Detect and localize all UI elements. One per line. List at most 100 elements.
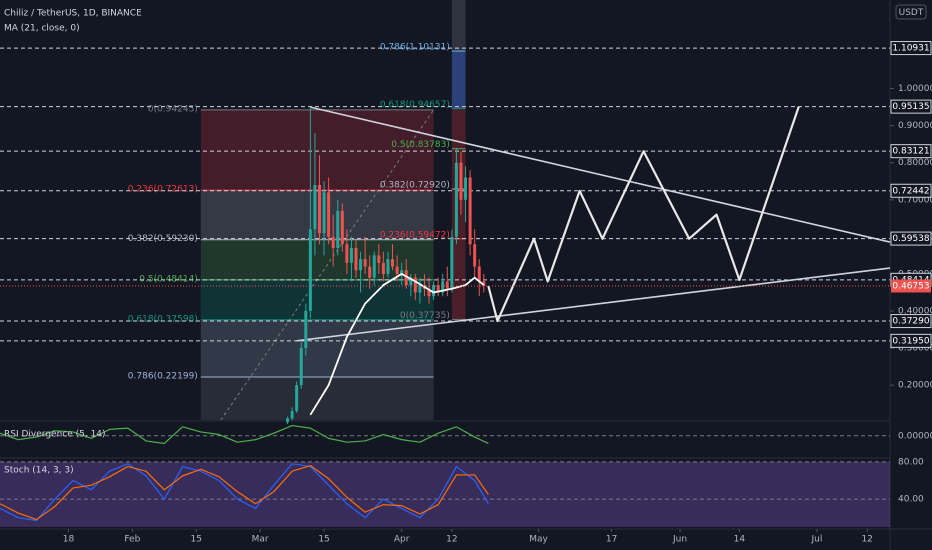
candle-body (436, 285, 440, 293)
projection-path (487, 106, 800, 323)
candle-body (432, 285, 436, 297)
y-tick-label: 40.00 (898, 495, 924, 505)
candle-body (409, 277, 413, 286)
price-label-box (890, 183, 932, 198)
candle-body (427, 288, 431, 297)
candle-body (377, 255, 381, 263)
candle-body (363, 259, 367, 267)
candle-body (345, 244, 349, 263)
candle-body (349, 247, 353, 263)
fib-label: 0.382(0.72920) (380, 180, 450, 190)
x-tick-label: 18 (63, 535, 75, 545)
x-tick-label: 15 (191, 535, 202, 545)
candle-body (413, 277, 417, 293)
candle-body (327, 192, 331, 237)
indicator-line (0, 463, 489, 522)
ma-line (309, 273, 485, 416)
candle-body (418, 285, 422, 293)
candle-body (290, 411, 294, 419)
fib-label: 0.786(1.10131) (380, 43, 450, 53)
y-tick-label: 80.00 (898, 457, 924, 467)
fib-zone (200, 279, 434, 320)
candle-body (441, 281, 445, 293)
candle-body (468, 177, 472, 245)
x-tick-label: Apr (394, 535, 410, 545)
candle-body (450, 236, 454, 289)
fib-label: 0.236(0.59472) (380, 230, 450, 240)
candle-body (400, 270, 404, 274)
candle-body (299, 348, 303, 386)
price-label-box (890, 99, 932, 114)
fib-zone (200, 377, 434, 420)
current-price-label: 0.46753 (892, 281, 929, 291)
x-tick-label: Feb (124, 535, 140, 545)
candle-body (354, 247, 358, 271)
symbol-title: Chiliz / TetherUS, 1D, BINANCE (4, 9, 142, 19)
price-label: 1.10931 (892, 44, 929, 54)
candle-body (454, 162, 458, 237)
price-label: 0.31950 (892, 336, 929, 346)
rsi-title: RSI Divergence (5, 14) (4, 430, 106, 440)
candle-body (386, 259, 390, 274)
price-label: 0.37290 (892, 317, 929, 327)
y-tick-label: 0.20000 (898, 381, 932, 391)
fib-zone (200, 109, 434, 191)
candle-body (381, 262, 385, 274)
price-label-box (890, 333, 932, 348)
price-label-box (890, 231, 932, 246)
x-tick-label: 17 (606, 535, 617, 545)
y-tick-label: 0.00000 (898, 431, 932, 441)
candle-body (372, 255, 376, 278)
candle-body (459, 162, 463, 200)
fib-box (451, 108, 466, 320)
fib-label: 0.236(0.72613) (128, 185, 198, 195)
candle-body (286, 418, 290, 423)
candle-body (340, 210, 344, 245)
y-tick-label: 1.00000 (898, 84, 932, 94)
candle-body (336, 210, 340, 248)
x-tick-label: 12 (861, 535, 872, 545)
candle-body (477, 266, 481, 282)
y-tick-label: 0.70000 (898, 195, 932, 205)
y-tick-label: 0.40000 (898, 307, 932, 317)
price-label-box (890, 144, 932, 159)
fib-label: 0(0.37735) (400, 311, 450, 321)
candle-body (331, 236, 335, 248)
candle-body (308, 229, 312, 312)
price-label: 0.59538 (892, 234, 929, 244)
x-tick-label: 15 (318, 535, 329, 545)
price-label-box (890, 41, 932, 56)
stoch-title: Stoch (14, 3, 3) (4, 466, 74, 476)
candle-body (317, 184, 321, 234)
fib-label: 0.786(0.22199) (128, 372, 198, 382)
fib-zone (200, 239, 434, 280)
candle-body (482, 281, 486, 286)
fib-label: 0.382(0.59230) (128, 234, 198, 244)
fib-trend (220, 109, 435, 421)
y-tick-label: 0.80000 (898, 158, 932, 168)
price-label-box (890, 314, 932, 329)
fib-label: 0.5(0.83783) (391, 140, 450, 150)
candle-body (391, 259, 395, 267)
candle-body (445, 281, 449, 289)
fib-label: 0.618(0.94657) (380, 100, 450, 110)
candle-body (304, 311, 308, 349)
candle-body (404, 270, 408, 286)
price-label: 0.72442 (892, 186, 929, 196)
indicator-label: MA (21, close, 0) (4, 24, 80, 34)
y-tick-label: 0.90000 (898, 121, 932, 131)
fib-column (451, 0, 466, 109)
x-tick-label: Jul (811, 535, 823, 545)
currency[interactable]: USDT (899, 8, 924, 18)
candle-body (322, 192, 326, 234)
candle-body (473, 244, 477, 267)
currency-box[interactable] (895, 4, 927, 20)
indicator-line (0, 465, 489, 521)
x-tick-label: May (529, 535, 548, 545)
fib-column-top (451, 51, 466, 109)
trend-line (296, 267, 891, 342)
candle-body (464, 177, 468, 200)
indicator-line (0, 424, 489, 445)
price-label: 0.95135 (892, 102, 929, 112)
